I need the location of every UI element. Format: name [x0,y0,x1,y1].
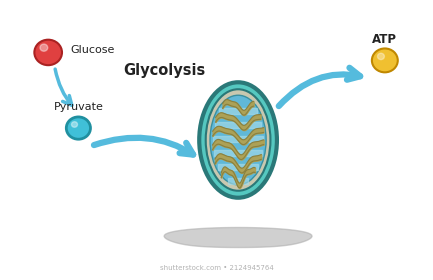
Circle shape [34,40,62,65]
Circle shape [40,44,48,51]
Ellipse shape [210,95,266,185]
Polygon shape [164,227,312,248]
Text: shutterstock.com • 2124945764: shutterstock.com • 2124945764 [160,265,273,271]
Ellipse shape [206,89,271,191]
Circle shape [66,117,90,139]
Text: ATP: ATP [372,33,397,46]
Text: Glucose: Glucose [71,45,115,55]
Circle shape [71,122,78,127]
Ellipse shape [199,82,277,198]
Circle shape [372,48,398,72]
Circle shape [378,53,385,60]
Text: Pyruvate: Pyruvate [53,102,103,112]
Text: Glycolysis: Glycolysis [124,63,206,78]
